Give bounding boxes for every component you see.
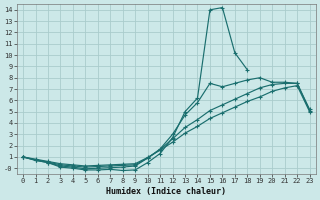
X-axis label: Humidex (Indice chaleur): Humidex (Indice chaleur) bbox=[106, 187, 226, 196]
